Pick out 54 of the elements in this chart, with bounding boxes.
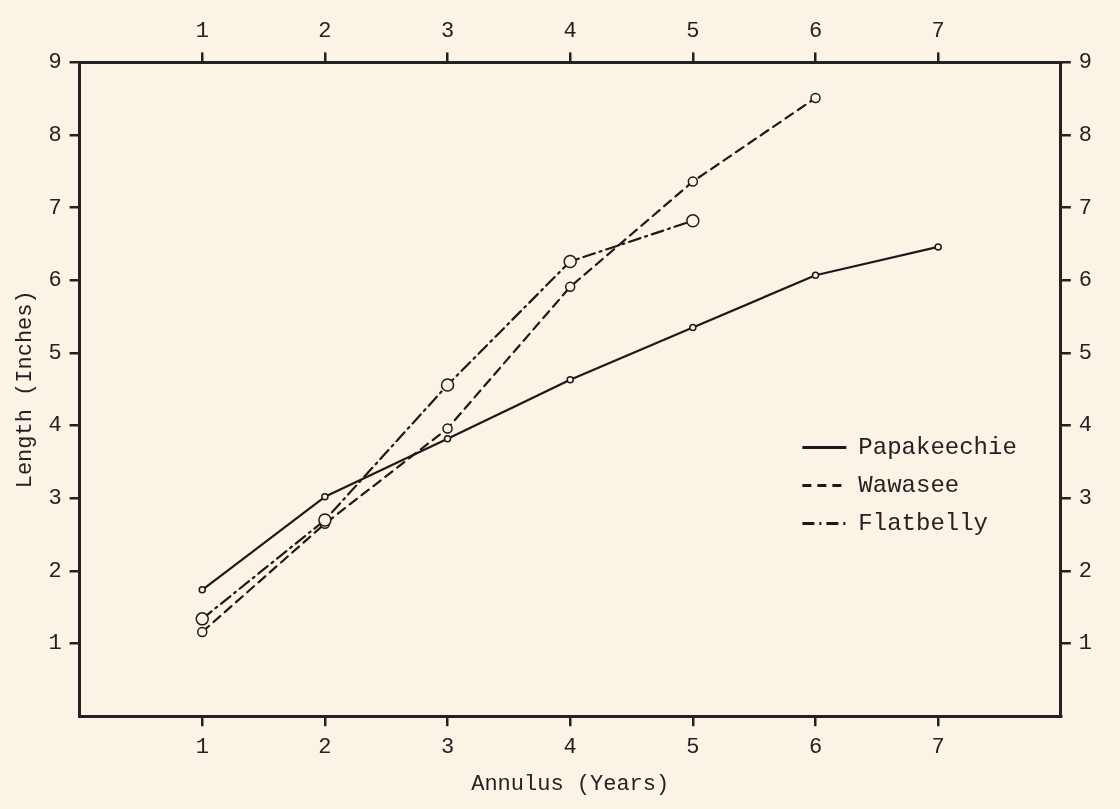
y2-tick-label: 8 bbox=[1078, 122, 1092, 148]
x-tick-label: 1 bbox=[195, 19, 209, 45]
x2-tick-label: 2 bbox=[318, 735, 332, 761]
y-tick-label: 1 bbox=[48, 631, 62, 657]
y-tick-label: 4 bbox=[48, 413, 62, 439]
y-axis-title: Length (Inches) bbox=[13, 290, 39, 489]
point bbox=[195, 612, 209, 626]
y-tick-label: 5 bbox=[48, 340, 62, 366]
y2-tick-label: 5 bbox=[1078, 340, 1092, 366]
y-tick-label: 9 bbox=[48, 50, 62, 76]
point bbox=[198, 586, 206, 594]
x2-tick-label: 5 bbox=[686, 735, 700, 761]
point bbox=[810, 92, 821, 104]
x-tick-label: 4 bbox=[563, 19, 577, 45]
point bbox=[689, 323, 697, 332]
y-tick-label: 6 bbox=[48, 268, 62, 294]
y2-tick-label: 2 bbox=[1078, 558, 1092, 584]
y-tick-label: 3 bbox=[48, 486, 62, 512]
y2-tick-label: 7 bbox=[1078, 195, 1092, 221]
x-tick-label: 3 bbox=[440, 19, 455, 45]
point bbox=[440, 378, 455, 392]
point bbox=[686, 214, 700, 228]
point bbox=[197, 626, 208, 638]
x-tick-label: 5 bbox=[686, 19, 700, 45]
legend-label: Papakeechie bbox=[858, 433, 1017, 461]
point bbox=[318, 513, 332, 527]
y2-tick-label: 3 bbox=[1078, 486, 1092, 512]
x2-tick-label: 7 bbox=[931, 735, 945, 761]
y2-tick-label: 9 bbox=[1078, 50, 1092, 76]
legend-label: Wawasee bbox=[858, 471, 960, 499]
x-tick-label: 2 bbox=[318, 19, 332, 45]
y-tick-label: 7 bbox=[48, 195, 62, 221]
point bbox=[811, 271, 820, 279]
x2-tick-label: 4 bbox=[563, 735, 577, 761]
point bbox=[566, 376, 574, 384]
legend-label: Flatbelly bbox=[858, 509, 988, 537]
point bbox=[321, 493, 329, 501]
x2-tick-label: 1 bbox=[195, 735, 209, 761]
y-tick-label: 2 bbox=[48, 558, 62, 584]
point bbox=[564, 281, 576, 293]
x-tick-label: 6 bbox=[808, 19, 823, 45]
y2-tick-label: 4 bbox=[1078, 413, 1092, 439]
point bbox=[687, 176, 699, 187]
point bbox=[934, 243, 942, 251]
x-tick-label: 7 bbox=[931, 19, 945, 45]
x2-tick-label: 6 bbox=[808, 735, 823, 761]
point bbox=[443, 434, 452, 443]
x2-tick-label: 3 bbox=[440, 735, 455, 761]
y2-tick-label: 1 bbox=[1078, 631, 1092, 657]
x-axis-title: Annulus (Years) bbox=[471, 771, 670, 797]
point bbox=[563, 254, 577, 269]
y-tick-label: 8 bbox=[48, 122, 62, 148]
point bbox=[442, 423, 453, 434]
y2-tick-label: 6 bbox=[1078, 268, 1092, 294]
